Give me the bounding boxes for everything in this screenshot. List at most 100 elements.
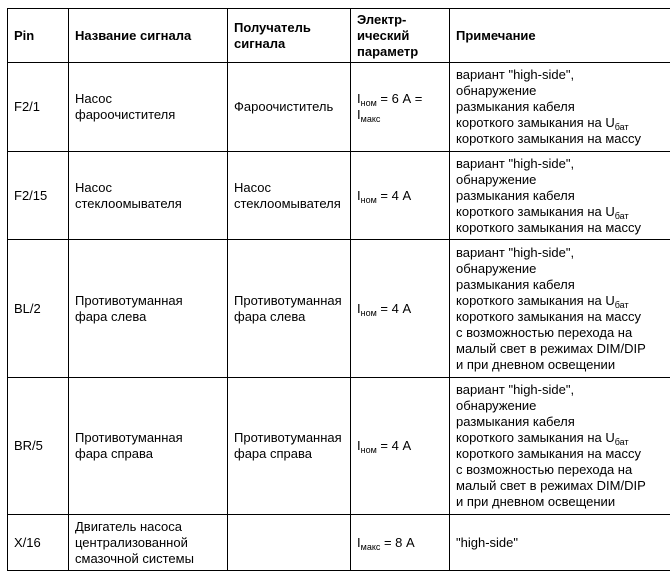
receiver-cell: Противотуманная фара справа <box>227 377 351 515</box>
subscript: ном <box>360 98 377 108</box>
table-header-row: Pin Название сигнала Получатель сигнала Э… <box>7 8 670 63</box>
table-row: F2/1 Насос фароочистителя Фароочиститель Iно… <box>7 62 670 152</box>
text-line: Насос <box>75 91 112 106</box>
text-line: стеклоомывателя <box>75 195 182 211</box>
subscript: макс <box>360 114 381 124</box>
text-line: Двигатель насоса <box>75 518 182 534</box>
text-segment: короткого замыкания на U <box>456 203 615 219</box>
note-cell: вариант "high-side", обнаружение размыкани… <box>449 62 670 152</box>
electrical-parameter-cell: Iмакс = 8 А <box>350 514 450 571</box>
pin-signal-table: Pin Название сигнала Получатель сигнала Э… <box>7 8 670 571</box>
signal-name-cell: Насос фароочистителя <box>68 62 228 152</box>
pin-cell: F2/15 <box>7 151 69 240</box>
text-line: Противотуманная <box>75 292 183 308</box>
text-line: Противотуманная <box>234 430 342 445</box>
text-segment: короткого замыкания на массу <box>456 446 642 461</box>
text-line: стеклоомывателя <box>234 195 341 211</box>
text-segment: малый свет в режимах DIM/DIP <box>456 340 646 356</box>
text-segment: = 4 А <box>376 187 412 203</box>
header-signal-name: Название сигнала <box>68 8 228 63</box>
text-line: фара слева <box>234 308 306 324</box>
note-cell: "high-side" <box>449 514 670 571</box>
pin-cell: BR/5 <box>7 377 69 515</box>
electrical-parameter-cell: Iном = 4 А <box>350 377 450 515</box>
text-segment: размыкания кабеля <box>456 414 575 429</box>
signal-name-cell: Насос стеклоомывателя <box>68 151 228 240</box>
note-cell: вариант "high-side", обнаружение размыкани… <box>449 151 670 240</box>
text-segment: и при дневном освещении <box>456 494 616 509</box>
table-row: X/16 Двигатель насоса централизованной смаз… <box>7 514 670 571</box>
text-line: Фароочиститель <box>234 99 334 114</box>
text-segment: обнаружение <box>456 398 537 413</box>
note-cell: вариант "high-side", обнаружение размыкани… <box>449 377 670 515</box>
receiver-cell <box>227 514 351 571</box>
receiver-cell: Насос стеклоомывателя <box>227 151 351 240</box>
subscript: бат <box>614 122 629 132</box>
pin-cell: BL/2 <box>7 239 69 378</box>
table-row: BL/2 Противотуманная фара слева Противотума… <box>7 239 670 378</box>
signal-name-cell: Двигатель насоса централизованной смазочно… <box>68 514 228 571</box>
text-segment: короткого замыкания на U <box>456 292 615 308</box>
pin-cell: F2/1 <box>7 62 69 152</box>
text-segment: с возможностью перехода на <box>456 324 633 340</box>
text-segment: = 4 А <box>376 300 412 316</box>
text-line: Насос <box>234 179 271 195</box>
text-segment: размыкания кабеля <box>456 99 575 114</box>
table-row: F2/15 Насос стеклоомывателя Насос стеклоомыв… <box>7 151 670 240</box>
text-segment: короткого замыкания на массу <box>456 308 642 324</box>
text-line: фара справа <box>234 446 312 461</box>
subscript: бат <box>614 299 629 310</box>
subscript: макс <box>360 541 381 552</box>
header-pin: Pin <box>7 8 69 63</box>
electrical-parameter-cell: Iном = 6 А = Iмакс <box>350 62 450 152</box>
text-segment: короткого замыкания на U <box>456 115 615 130</box>
subscript: ном <box>360 307 377 318</box>
subscript: бат <box>614 437 629 447</box>
text-line: фара слева <box>75 308 147 324</box>
text-segment: I <box>357 91 361 106</box>
text-segment: I <box>357 107 361 122</box>
header-note: Примечание <box>449 8 670 63</box>
text-segment: I <box>357 534 361 550</box>
text-segment: с возможностью перехода на <box>456 462 633 477</box>
text-line: централизованной <box>75 534 188 550</box>
subscript: бат <box>614 210 629 221</box>
text-segment: малый свет в режимах DIM/DIP <box>456 478 646 493</box>
text-segment: = 4 А <box>376 438 412 453</box>
text-segment: короткого замыкания на массу <box>456 219 642 235</box>
text-segment: I <box>357 300 361 316</box>
text-line: Противотуманная <box>234 292 342 308</box>
text-segment: вариант "high-side", <box>456 382 575 397</box>
receiver-cell: Противотуманная фара слева <box>227 239 351 378</box>
text-segment: I <box>357 187 361 203</box>
table-row: BR/5 Противотуманная фара справа Противотум… <box>7 377 670 515</box>
signal-name-cell: Противотуманная фара справа <box>68 377 228 515</box>
text-line: Противотуманная <box>75 430 183 445</box>
text-segment: обнаружение <box>456 83 537 98</box>
text-segment: "high-side" <box>456 534 518 550</box>
electrical-parameter-cell: Iном = 4 А <box>350 151 450 240</box>
electrical-parameter-cell: Iном = 4 А <box>350 239 450 378</box>
text-segment: размыкания кабеля <box>456 187 575 203</box>
header-receiver: Получатель сигнала <box>227 8 351 63</box>
receiver-cell: Фароочиститель <box>227 62 351 152</box>
text-line: фароочистителя <box>75 107 176 122</box>
text-segment: вариант "high-side", <box>456 67 575 82</box>
text-segment: короткого замыкания на массу <box>456 131 642 146</box>
text-segment: = 8 А <box>380 534 415 550</box>
subscript: ном <box>360 194 377 205</box>
text-line: смазочной системы <box>75 550 194 566</box>
note-cell: вариант "high-side", обнаружение размыкани… <box>449 239 670 378</box>
text-line: фара справа <box>75 446 153 461</box>
text-segment: размыкания кабеля <box>456 276 575 292</box>
signal-name-cell: Противотуманная фара слева <box>68 239 228 378</box>
pin-cell: X/16 <box>7 514 69 571</box>
text-segment: короткого замыкания на U <box>456 430 615 445</box>
subscript: ном <box>360 445 377 455</box>
header-electrical-parameter: Электр-ический параметр <box>350 8 450 63</box>
text-segment: и при дневном освещении <box>456 356 616 372</box>
text-segment: вариант "high-side", <box>456 155 575 171</box>
text-segment: = 6 А = <box>376 91 423 106</box>
text-segment: I <box>357 438 361 453</box>
text-segment: вариант "high-side", <box>456 244 575 260</box>
